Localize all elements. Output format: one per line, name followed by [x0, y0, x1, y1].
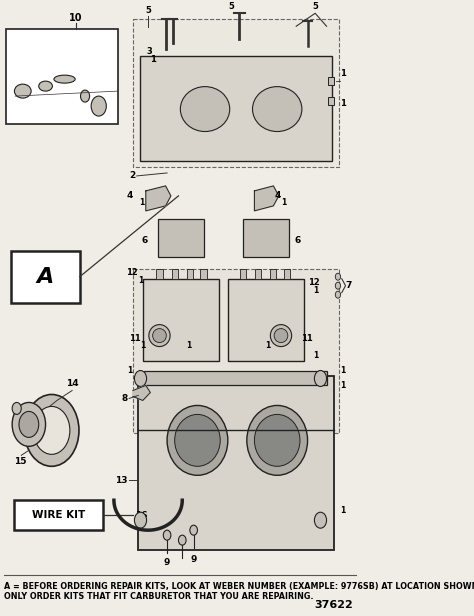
- Bar: [187, 269, 193, 278]
- Bar: [6, 29, 118, 124]
- Text: A = BEFORE ORDERING REPAIR KITS, LOOK AT WEBER NUMBER (EXAMPLE: 9776SB) AT LOCAT: A = BEFORE ORDERING REPAIR KITS, LOOK AT…: [4, 582, 474, 591]
- Text: 6: 6: [295, 237, 301, 245]
- Text: 1: 1: [127, 366, 132, 375]
- Text: 7: 7: [346, 281, 352, 290]
- Bar: [133, 19, 339, 167]
- Text: 8: 8: [121, 394, 128, 403]
- Text: 1: 1: [281, 198, 286, 208]
- Text: 5: 5: [228, 2, 235, 11]
- Circle shape: [135, 370, 146, 386]
- Ellipse shape: [247, 405, 308, 476]
- Text: 11: 11: [301, 334, 312, 343]
- Text: A: A: [37, 267, 54, 286]
- Ellipse shape: [253, 87, 302, 132]
- Polygon shape: [133, 386, 150, 400]
- Ellipse shape: [274, 328, 288, 342]
- Text: 11: 11: [129, 334, 140, 343]
- Ellipse shape: [54, 75, 75, 83]
- Bar: [228, 278, 304, 360]
- Text: 1: 1: [186, 341, 191, 350]
- Text: 9: 9: [191, 555, 197, 564]
- Text: 2: 2: [129, 171, 135, 180]
- Bar: [158, 219, 203, 257]
- Circle shape: [335, 282, 341, 289]
- Bar: [133, 269, 339, 434]
- Text: 3: 3: [146, 47, 152, 55]
- Text: 4: 4: [127, 192, 133, 200]
- Text: 1: 1: [340, 506, 346, 515]
- Ellipse shape: [81, 90, 90, 102]
- Circle shape: [179, 535, 186, 545]
- Text: 9: 9: [164, 558, 170, 567]
- Bar: [156, 269, 163, 278]
- Text: 1: 1: [340, 366, 346, 375]
- Text: 12: 12: [127, 268, 138, 277]
- Bar: [11, 251, 80, 302]
- Text: 1: 1: [313, 351, 319, 360]
- Text: 12: 12: [308, 278, 320, 287]
- Circle shape: [33, 407, 70, 455]
- Text: 5: 5: [312, 2, 318, 11]
- Text: 16: 16: [135, 511, 148, 520]
- Bar: [138, 376, 334, 550]
- Circle shape: [163, 530, 171, 540]
- Bar: [143, 278, 219, 360]
- Circle shape: [12, 402, 46, 447]
- Text: WIRE KIT: WIRE KIT: [32, 510, 85, 521]
- Text: 1: 1: [139, 198, 144, 208]
- Text: 1: 1: [340, 381, 346, 390]
- Circle shape: [12, 402, 21, 415]
- Bar: [14, 500, 103, 530]
- Circle shape: [24, 394, 79, 466]
- Bar: [140, 56, 332, 161]
- Circle shape: [335, 291, 341, 298]
- Ellipse shape: [153, 328, 166, 342]
- Circle shape: [335, 274, 341, 280]
- Text: 4: 4: [275, 192, 281, 200]
- Text: 13: 13: [115, 476, 128, 485]
- Text: 1: 1: [141, 341, 146, 350]
- Ellipse shape: [14, 84, 31, 98]
- Bar: [201, 269, 207, 278]
- Bar: [172, 269, 178, 278]
- Polygon shape: [146, 186, 171, 211]
- Bar: [243, 219, 289, 257]
- Circle shape: [190, 525, 198, 535]
- Bar: [284, 269, 290, 278]
- Circle shape: [19, 411, 39, 437]
- Bar: [255, 269, 261, 278]
- Bar: [144, 370, 327, 386]
- Ellipse shape: [255, 415, 300, 466]
- Text: 10: 10: [69, 14, 82, 23]
- Bar: [240, 269, 246, 278]
- Ellipse shape: [91, 96, 106, 116]
- Ellipse shape: [167, 405, 228, 476]
- Text: 1: 1: [138, 276, 144, 285]
- Ellipse shape: [149, 325, 170, 347]
- Text: 1: 1: [340, 68, 346, 78]
- Text: 14: 14: [66, 379, 79, 389]
- Circle shape: [314, 370, 327, 386]
- Text: 15: 15: [14, 457, 26, 466]
- Text: 1: 1: [314, 286, 319, 295]
- Ellipse shape: [181, 87, 230, 132]
- Text: 1: 1: [264, 341, 270, 350]
- Circle shape: [135, 513, 146, 528]
- Ellipse shape: [175, 415, 220, 466]
- Polygon shape: [255, 186, 279, 211]
- Text: 6: 6: [142, 237, 148, 245]
- Text: 5: 5: [145, 6, 151, 15]
- Ellipse shape: [39, 81, 53, 91]
- Bar: [328, 97, 334, 105]
- Text: 37622: 37622: [314, 600, 353, 610]
- Text: ONLY ORDER KITS THAT FIT CARBURETOR THAT YOU ARE REPAIRING.: ONLY ORDER KITS THAT FIT CARBURETOR THAT…: [4, 592, 313, 601]
- Text: 1: 1: [150, 55, 155, 63]
- Circle shape: [314, 513, 327, 528]
- Bar: [270, 269, 276, 278]
- Bar: [328, 77, 334, 85]
- Ellipse shape: [270, 325, 292, 347]
- Text: 1: 1: [340, 99, 346, 108]
